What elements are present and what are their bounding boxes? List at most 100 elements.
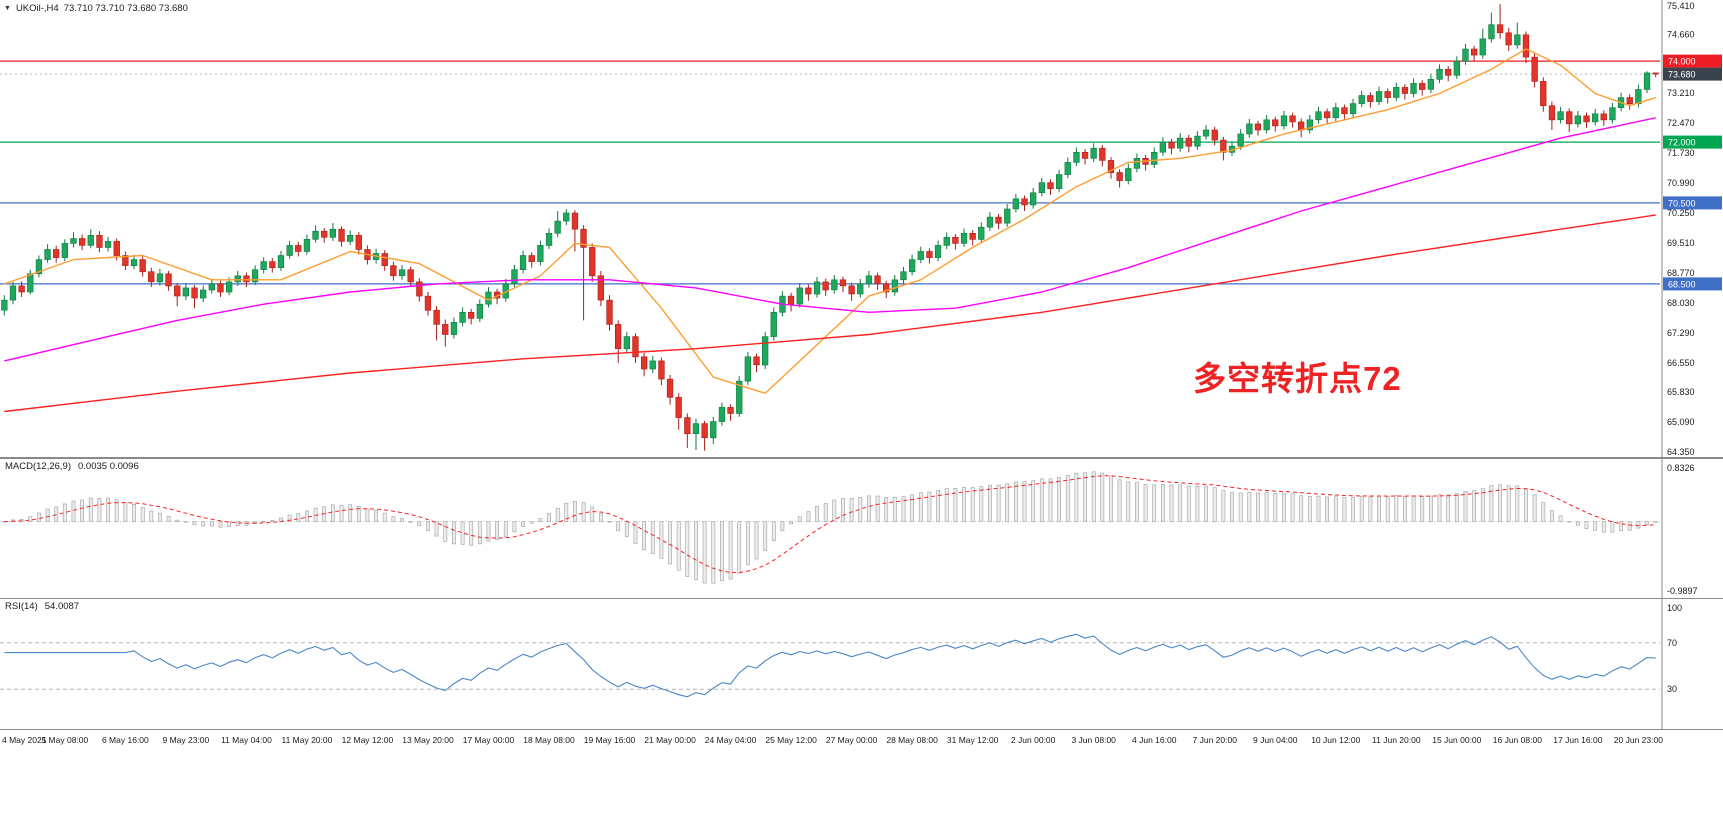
candle-body (736, 380, 743, 414)
candle (321, 228, 328, 243)
collapse-toolbar-icon[interactable]: ▼ (4, 5, 11, 12)
candle-body (407, 269, 414, 283)
candle (571, 210, 579, 252)
macd-histogram-bar (996, 484, 1001, 522)
candle (234, 270, 241, 286)
candle (917, 246, 924, 264)
macd-histogram-bar (80, 499, 85, 523)
candle-body (1056, 174, 1063, 189)
macd-histogram-bar (685, 521, 690, 577)
macd-indicator-svg[interactable]: 0.8326 -0.9897 (0, 458, 1723, 598)
candle (1289, 112, 1296, 128)
candle-body (1004, 208, 1011, 224)
candle-body (312, 230, 319, 240)
time-tick-label: 4 May 2021 (2, 735, 47, 745)
candle-body (753, 356, 760, 366)
candle (35, 255, 43, 278)
candle-body (519, 255, 527, 270)
macd-histogram-bar (1290, 493, 1295, 522)
macd-histogram-bar (1221, 490, 1226, 522)
price-tick-label: 67.290 (1667, 328, 1695, 338)
candle (1401, 84, 1409, 100)
macd-histogram-bar (1204, 485, 1209, 522)
macd-histogram-bar (1558, 515, 1563, 522)
candle (640, 352, 648, 377)
candle-body (571, 212, 579, 230)
candle (1410, 78, 1417, 98)
macd-histogram-bar (1446, 494, 1451, 522)
rsi-axis-label: 100 (1667, 603, 1682, 613)
price-tick-label: 70.990 (1667, 178, 1695, 188)
price-tick-label: 74.660 (1667, 29, 1695, 39)
candle-body (1652, 72, 1659, 75)
candle (874, 272, 881, 290)
candle (295, 241, 302, 257)
candle-body (917, 251, 924, 260)
candle (476, 299, 483, 322)
macd-histogram-bar (114, 499, 119, 522)
candle-body (1254, 123, 1262, 131)
macd-histogram-bar (356, 505, 361, 522)
candle-body (727, 407, 734, 414)
candle-body (640, 356, 648, 370)
candle (563, 209, 570, 226)
candle-body (467, 311, 475, 319)
candle-body (528, 255, 535, 262)
macd-histogram-bar (1135, 482, 1139, 522)
macd-histogram-bar (477, 521, 482, 545)
bottom-whitespace (0, 752, 1723, 838)
macd-histogram-bar (123, 502, 128, 522)
candle-body (926, 251, 933, 258)
candle-body (286, 245, 293, 256)
price-chart-panel[interactable]: 75.410 74.660 73.210 72.470 71.730 70.990 70.2… (0, 0, 1723, 458)
macd-histogram-bar (106, 497, 111, 522)
candle (1228, 141, 1236, 156)
price-chart-svg[interactable]: 75.410 74.660 73.210 72.470 71.730 70.990 70.2… (0, 0, 1723, 458)
candle-body (606, 299, 613, 325)
candle (1125, 163, 1132, 185)
candle (900, 266, 907, 284)
macd-histogram-bar (763, 521, 768, 551)
time-axis[interactable]: 4 May 2021 5 May 08:00 6 May 16:00 9 May 23… (0, 730, 1723, 752)
price-badge (1663, 196, 1722, 210)
rsi-indicator-svg[interactable]: 100 70 30 (0, 598, 1723, 730)
macd-histogram-bar (1273, 492, 1278, 522)
candle (44, 244, 51, 263)
macd-histogram-bar (590, 506, 595, 522)
candle-body (148, 271, 155, 283)
candle (1384, 88, 1391, 104)
candle-body (1125, 168, 1132, 181)
macd-histogram-bar (330, 504, 335, 523)
macd-histogram-bar (659, 521, 664, 559)
candle-body (831, 279, 838, 291)
macd-histogram-bar (1109, 475, 1113, 522)
candle (1488, 12, 1495, 43)
candle-body (900, 271, 907, 281)
rsi-panel[interactable]: 100 70 30 RSI(14) 54.0087 (0, 598, 1723, 730)
macd-histogram-bar (451, 521, 456, 545)
candle (312, 225, 319, 243)
candle (1367, 92, 1374, 108)
candle-body (1540, 81, 1547, 107)
candle-body (675, 396, 682, 418)
candle (1056, 169, 1063, 193)
price-tick-label: 64.350 (1667, 447, 1695, 457)
macd-histogram-bar (1429, 495, 1433, 522)
time-tick-label: 28 May 08:00 (886, 735, 938, 745)
candle (18, 281, 25, 297)
candle (1298, 118, 1305, 138)
candle (1592, 108, 1599, 126)
time-tick-label: 18 May 08:00 (523, 735, 575, 745)
candle-body (580, 228, 587, 248)
candle (355, 232, 362, 255)
candle-body (1064, 162, 1071, 175)
candle-body (338, 228, 345, 242)
macd-panel[interactable]: 0.8326 -0.9897 MACD(12,26,9) 0.0035 0.009… (0, 458, 1723, 598)
price-badge (1663, 277, 1722, 291)
candle-body (416, 281, 423, 297)
macd-histogram-bar (97, 497, 102, 522)
candle-body (796, 287, 803, 305)
candle-body (545, 233, 553, 246)
time-tick-label: 12 May 12:00 (341, 735, 394, 745)
macd-histogram-bar (1524, 488, 1528, 522)
